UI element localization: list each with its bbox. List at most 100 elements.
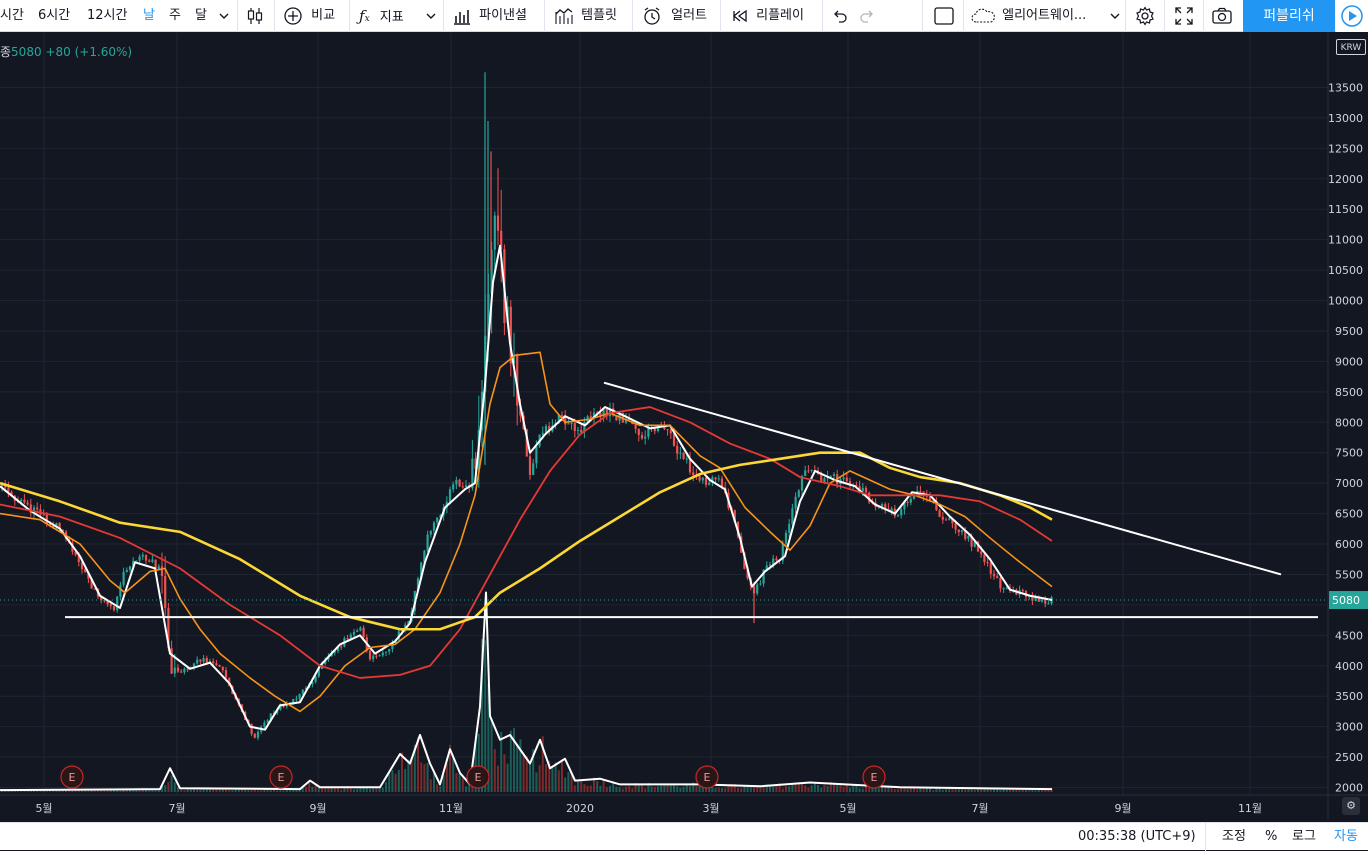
candle-body [141, 554, 144, 557]
publish-button[interactable]: 퍼블리쉬 [1243, 0, 1335, 32]
volume-bar [775, 785, 778, 792]
candle-body [282, 706, 285, 708]
volume-bar [839, 784, 842, 792]
compare-button[interactable]: 비교 [283, 0, 335, 32]
indicators-button[interactable]: ƒx 지표 [359, 0, 404, 32]
volume-bar [186, 788, 189, 792]
candle-body [256, 731, 260, 738]
template-icon [555, 7, 573, 24]
interval-dropdown-chevron-icon[interactable] [218, 0, 230, 32]
volume-bar [621, 788, 624, 792]
candle-body [10, 491, 13, 496]
financials-button[interactable]: 파이낸셜 [452, 0, 527, 32]
volume-bar [551, 767, 554, 792]
volume-bar [122, 789, 125, 792]
volume-bar [804, 785, 807, 792]
volume-bar [906, 788, 909, 792]
indicators-dropdown-chevron-icon[interactable] [425, 0, 437, 32]
volume-bar [733, 784, 736, 792]
candle-body [685, 458, 688, 460]
volume-bar [113, 789, 115, 792]
candle-body [170, 648, 173, 674]
templates-button[interactable]: 템플릿 [554, 0, 617, 32]
volume-bar [989, 788, 992, 792]
price-tick-label: 10500 [1328, 264, 1363, 277]
candle-body [999, 577, 1002, 589]
candle-body [788, 524, 791, 533]
interval-week[interactable]: 주 [169, 8, 181, 23]
interval-1h[interactable]: 시간 [0, 8, 24, 23]
candle-body [765, 565, 768, 570]
volume-bar [301, 786, 304, 792]
volume-bar [573, 785, 576, 792]
volume-bar [673, 783, 675, 792]
volume-bar [740, 788, 743, 792]
volume-bar [349, 788, 352, 792]
candle-style-icon[interactable] [245, 0, 265, 32]
alert-button[interactable]: 얼러트 [642, 0, 707, 32]
drawings-layer[interactable] [0, 381, 1328, 619]
volume-bar [1047, 789, 1050, 792]
clock-timezone[interactable]: 00:35:38 (UTC+9) [1078, 829, 1196, 844]
volume-bar [833, 784, 835, 792]
candle-body [205, 658, 208, 664]
volume-bar [516, 743, 519, 792]
fullscreen-toggle-square-icon[interactable] [933, 0, 955, 32]
play-button[interactable] [1336, 0, 1368, 32]
price-chart[interactable]: E E E E E 13500 13000 12500 12000 11500 11000 1050… [0, 33, 1368, 820]
log-toggle[interactable]: 로그 [1292, 829, 1316, 844]
interval-12h[interactable]: 12시간 [87, 8, 128, 23]
interval-6h[interactable]: 6시간 [38, 8, 71, 23]
candle-body [784, 532, 788, 544]
candle-body [676, 445, 679, 454]
volume-bar [77, 789, 80, 792]
candle-body [112, 606, 116, 611]
volume-bar [151, 788, 154, 792]
volume-bar [829, 782, 832, 792]
layout-selector[interactable]: 엘리어트웨이... [970, 0, 1086, 32]
auto-scale-toggle[interactable]: 자동 [1334, 829, 1358, 844]
volume-bar [717, 787, 720, 792]
interval-day[interactable]: 날 [143, 8, 155, 23]
time-axis[interactable]: 5월 7월 9월 11월 2020 3월 5월 7월 9월 11월 [35, 802, 1262, 815]
volume-bar [967, 787, 970, 792]
volume-bar [900, 786, 903, 792]
volume-bar [653, 786, 656, 792]
undo-icon[interactable] [831, 0, 849, 32]
candle-body [583, 421, 586, 433]
fullscreen-expand-icon[interactable] [1174, 0, 1194, 32]
volume-bar [125, 789, 128, 792]
percent-toggle[interactable]: % [1265, 829, 1278, 844]
volume-bar [65, 790, 67, 792]
price-tick-label: 9000 [1335, 355, 1363, 368]
replay-button[interactable]: 리플레이 [731, 0, 804, 32]
candle-body [890, 508, 893, 512]
volume-bar [788, 786, 791, 792]
axis-settings-gear-icon[interactable]: ⚙ [1342, 797, 1360, 815]
candle-body [80, 561, 84, 569]
candle-body [599, 412, 602, 416]
adjust-toggle[interactable]: 조정 [1222, 829, 1246, 844]
volume-bar [1025, 790, 1027, 792]
candle-body [1021, 590, 1024, 592]
earnings-marker: E [269, 765, 293, 789]
candle-body [221, 666, 224, 671]
candle-body [349, 634, 352, 639]
interval-month[interactable]: 달 [195, 8, 207, 23]
volume-bar [925, 787, 928, 792]
volume-bar [410, 758, 413, 792]
currency-badge[interactable]: KRW [1336, 39, 1366, 55]
volume-bar [685, 783, 688, 792]
price-axis[interactable]: 13500 13000 12500 12000 11500 11000 10500 10000… [1328, 82, 1368, 795]
volume-bar [666, 785, 669, 792]
volume-bar [609, 785, 611, 792]
candle-body [896, 515, 900, 517]
snapshot-camera-icon[interactable] [1211, 0, 1233, 32]
settings-gear-icon[interactable] [1135, 0, 1155, 32]
volume-bar [45, 790, 48, 792]
volume-bar [33, 790, 35, 792]
candle-body [535, 446, 538, 464]
layout-dropdown-chevron-icon[interactable] [1109, 0, 1121, 32]
volume-bar [327, 787, 330, 792]
redo-icon[interactable] [858, 0, 876, 32]
